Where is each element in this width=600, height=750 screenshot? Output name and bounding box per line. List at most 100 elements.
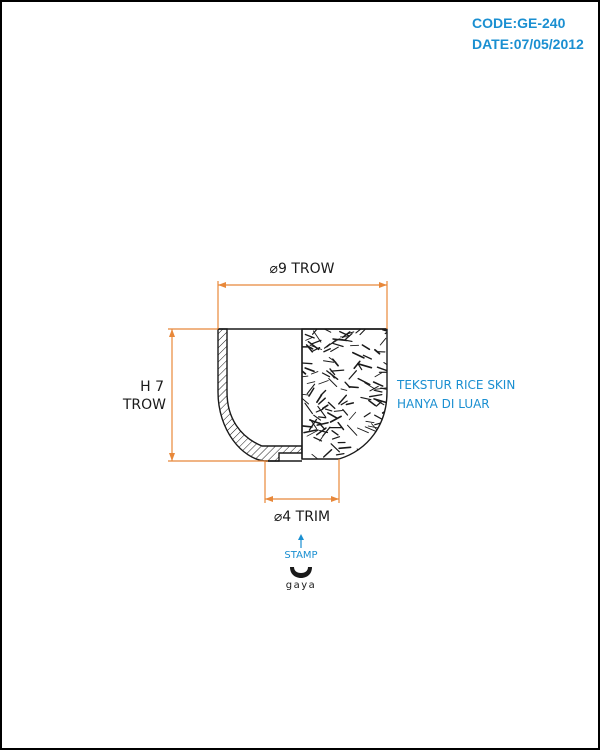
- stamp-label: STAMP: [284, 550, 317, 561]
- rice-grain: [327, 401, 336, 410]
- rice-grain: [322, 426, 331, 437]
- rice-grain: [323, 348, 331, 353]
- rice-grain: [326, 339, 337, 348]
- rice-grain: [376, 366, 387, 373]
- rice-grain: [374, 372, 383, 378]
- rice-grain: [312, 329, 321, 335]
- rice-grain: [328, 378, 338, 387]
- rice-grain: [333, 410, 343, 412]
- rice-grain: [315, 427, 327, 436]
- rice-grain: [364, 426, 378, 433]
- rice-grain: [357, 452, 369, 458]
- drawing-date: DATE:07/05/2012: [472, 36, 584, 52]
- rice-grain: [331, 430, 339, 436]
- height-label-line1: H 7: [140, 379, 164, 395]
- rice-grain: [317, 416, 327, 419]
- rice-grain: [315, 408, 324, 413]
- rice-grain: [318, 380, 329, 385]
- rice-grain: [365, 420, 375, 424]
- rice-grain: [313, 414, 322, 421]
- drawing-code: CODE:GE-240: [472, 15, 566, 31]
- rice-grain: [374, 387, 387, 390]
- rice-grain: [338, 446, 352, 450]
- rice-grain: [348, 411, 357, 421]
- rice-grain: [353, 360, 361, 370]
- rice-grain: [346, 424, 358, 436]
- rice-grain: [311, 453, 318, 459]
- rice-grain: [335, 452, 345, 456]
- bottom-diameter-label: ⌀4 TRIM: [274, 509, 330, 525]
- rice-grain: [316, 421, 329, 426]
- rice-grain: [379, 337, 387, 346]
- rice-grain: [330, 346, 339, 353]
- rice-grain: [302, 395, 310, 405]
- rice-grain: [384, 329, 387, 335]
- rice-grain: [344, 381, 351, 389]
- rice-grain: [306, 381, 316, 384]
- rice-grain: [330, 369, 345, 372]
- rice-grain: [327, 412, 338, 420]
- rice-grain: [359, 329, 367, 336]
- rice-grain: [382, 329, 387, 333]
- rice-grain: [367, 425, 380, 429]
- top-diameter-label: ⌀9 TROW: [270, 261, 335, 277]
- rice-grain: [331, 436, 341, 440]
- height-label-line2: TROW: [122, 397, 166, 413]
- top-diameter-dimension: [217, 281, 388, 329]
- rice-grain: [323, 343, 331, 349]
- rice-grain: [306, 345, 314, 350]
- rice-grain: [379, 430, 387, 439]
- rice-grain: [368, 399, 377, 407]
- rice-grain: [345, 402, 355, 406]
- rice-grain: [310, 371, 319, 375]
- texture-note-line2: HANYA DI LUAR: [397, 397, 490, 411]
- rice-grain: [317, 405, 327, 418]
- rice-grain: [308, 418, 318, 431]
- rice-grain: [309, 344, 323, 350]
- rice-grain: [352, 351, 365, 359]
- rice-grain: [360, 396, 372, 401]
- rice-grain: [383, 413, 387, 418]
- rice-grain: [331, 358, 339, 367]
- rice-grain: [372, 381, 384, 387]
- rice-grain: [309, 419, 318, 430]
- rice-grain: [318, 397, 326, 405]
- rice-grain: [321, 404, 329, 410]
- rice-grain: [340, 400, 348, 406]
- cup-section-wall: [217, 328, 303, 462]
- rice-grain: [321, 329, 332, 333]
- rice-grain: [306, 383, 316, 395]
- rice-grain: [337, 421, 345, 431]
- rice-grain: [362, 354, 373, 360]
- rice-grain: [304, 367, 315, 373]
- stamp-logo-icon: [290, 567, 312, 578]
- rice-grain: [340, 388, 348, 391]
- rice-grain: [383, 362, 387, 367]
- rice-grain: [348, 385, 359, 389]
- rice-grain: [361, 344, 371, 351]
- stamp-logo-text: gaya: [286, 580, 317, 591]
- rice-grain: [364, 382, 375, 390]
- rice-grain: [368, 393, 383, 398]
- rice-grain: [316, 394, 323, 404]
- rice-grain: [348, 370, 357, 380]
- stamp-arrow: [298, 534, 304, 548]
- rice-grain: [329, 368, 336, 376]
- rice-grain: [321, 372, 331, 378]
- cup-outer-view: [301, 328, 388, 460]
- rice-grain: [310, 339, 322, 345]
- rice-grain: [338, 394, 348, 405]
- rice-grain: [374, 422, 382, 426]
- rice-grain: [339, 330, 351, 337]
- rice-grain: [305, 336, 314, 341]
- rice-grain: [322, 448, 333, 458]
- rice-grain: [357, 377, 371, 386]
- rice-grain: [355, 329, 362, 334]
- rice-grain: [363, 412, 371, 418]
- rice-grain: [313, 436, 323, 442]
- rice-grain: [329, 415, 342, 423]
- rice-grain: [302, 425, 313, 428]
- rice-grain: [342, 408, 349, 416]
